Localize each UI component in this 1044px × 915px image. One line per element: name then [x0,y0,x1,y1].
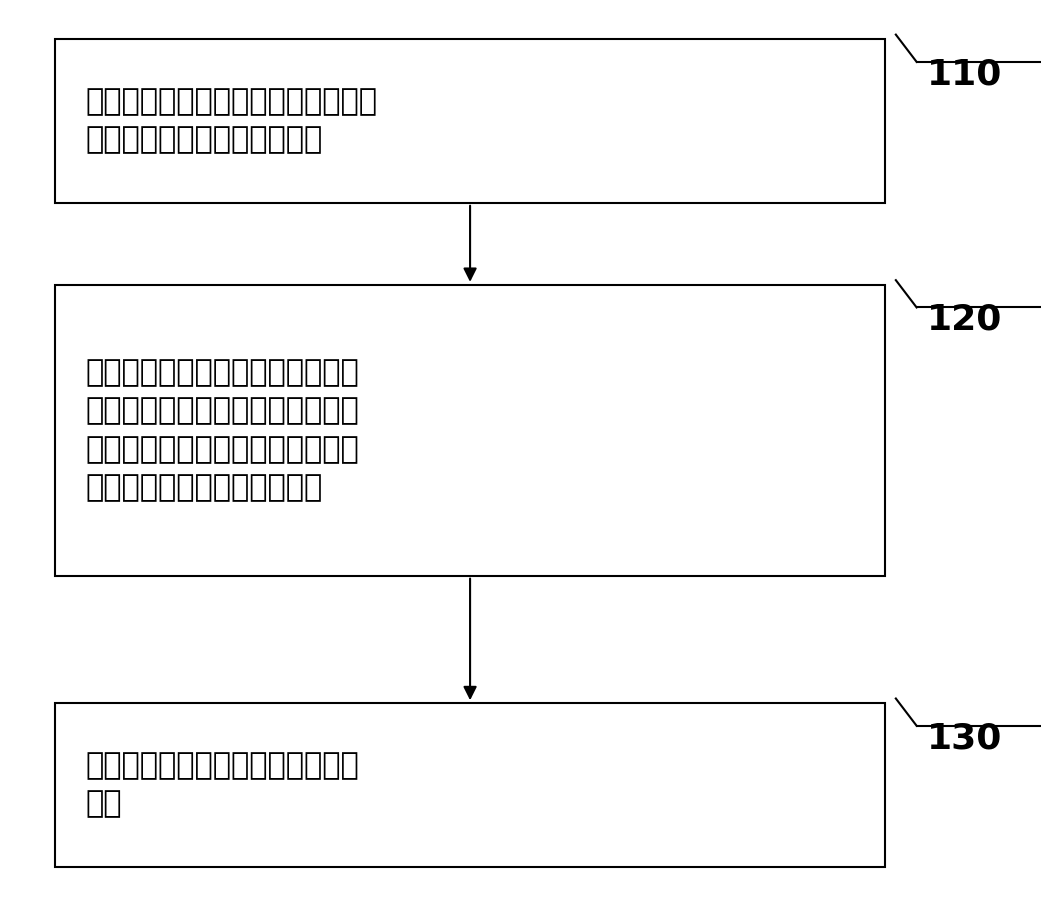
Text: 对所述变换后的差值数据进行数据
压缩: 对所述变换后的差值数据进行数据 压缩 [86,751,359,819]
Text: 120: 120 [927,303,1002,337]
FancyBboxPatch shape [54,39,885,203]
Text: 130: 130 [927,721,1002,755]
FancyBboxPatch shape [54,285,885,576]
Text: 对所述差值数据的分布方式进行预
设数据变换，获得变换后的差值数
据，其中，所述变换后的差值数据
的被关注数据处于设定区域内: 对所述差值数据的分布方式进行预 设数据变换，获得变换后的差值数 据，其中，所述变… [86,359,359,502]
Text: 获取扫描数据，并计算当前扫描数据
与上一帧扫描数据的差值数据: 获取扫描数据，并计算当前扫描数据 与上一帧扫描数据的差值数据 [86,88,378,155]
Text: 110: 110 [927,58,1002,92]
FancyBboxPatch shape [54,703,885,867]
